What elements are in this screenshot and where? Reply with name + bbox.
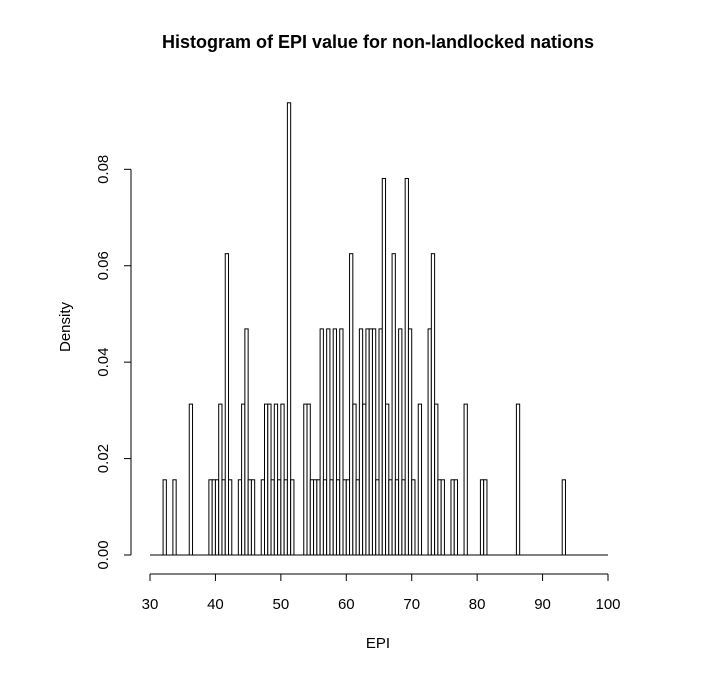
y-tick-label: 0.00 xyxy=(95,540,112,569)
y-axis-title: Density xyxy=(57,301,74,352)
histogram-bar xyxy=(224,253,230,556)
histogram-bar xyxy=(398,328,403,556)
histogram-bar xyxy=(319,328,324,556)
x-tick-label: 90 xyxy=(534,596,551,613)
histogram-bar xyxy=(188,403,194,556)
x-axis: 30 40 50 60 70 80 90 100 xyxy=(142,573,621,613)
x-tick-label: 80 xyxy=(469,596,486,613)
bars-group xyxy=(150,102,608,556)
histogram-bar xyxy=(515,403,521,556)
x-tick-label: 70 xyxy=(403,596,420,613)
chart-title: Histogram of EPI value for non-landlocke… xyxy=(162,32,594,52)
histogram-bar xyxy=(407,328,413,556)
histogram-bar xyxy=(228,479,233,556)
x-tick-label: 60 xyxy=(338,596,355,613)
histogram-bar xyxy=(326,328,331,556)
histogram-bar xyxy=(417,403,423,556)
histogram-bar xyxy=(483,479,488,556)
y-tick-label: 0.08 xyxy=(95,155,112,184)
histogram-bar xyxy=(453,479,459,556)
y-tick-label: 0.06 xyxy=(95,251,112,280)
histogram-bar xyxy=(463,403,468,556)
histogram-bar xyxy=(371,328,377,556)
histogram-bar xyxy=(244,328,249,556)
histogram-bar xyxy=(290,479,295,556)
histogram-bar xyxy=(172,479,177,556)
histogram-bar xyxy=(561,479,566,556)
histogram-bar xyxy=(411,479,416,556)
x-tick-label: 30 xyxy=(142,596,159,613)
x-tick-label: 40 xyxy=(207,596,224,613)
histogram-bar xyxy=(339,328,344,556)
histogram-bar xyxy=(391,253,396,556)
histogram-bar xyxy=(162,479,167,556)
y-tick-label: 0.02 xyxy=(95,444,112,473)
histogram-bar xyxy=(286,102,292,556)
histogram-bar xyxy=(250,479,256,556)
x-axis-title: EPI xyxy=(366,635,390,652)
histogram-bar xyxy=(381,177,387,556)
y-tick-label: 0.04 xyxy=(95,348,112,377)
x-tick-label: 100 xyxy=(595,596,620,613)
y-axis: 0.00 0.02 0.04 0.06 0.08 xyxy=(95,155,132,570)
histogram-bar xyxy=(440,479,445,556)
x-tick-label: 50 xyxy=(273,596,290,613)
histogram-bar xyxy=(332,328,337,556)
